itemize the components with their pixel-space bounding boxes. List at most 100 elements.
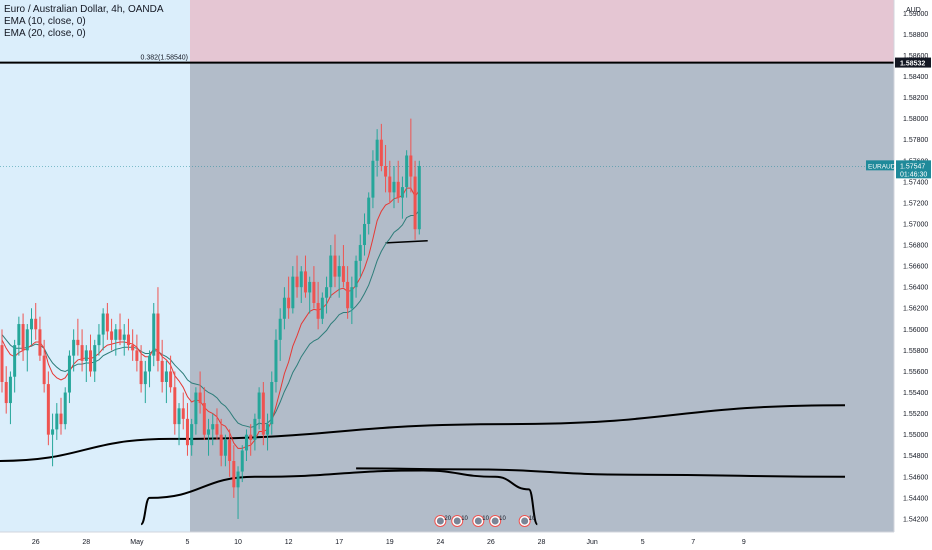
y-tick-label: 1.55800 (903, 348, 928, 355)
candle-body (367, 197, 371, 224)
legend-symbol: Euro / Australian Dollar, 4h, OANDA (4, 4, 164, 15)
y-tick-label: 1.56400 (903, 285, 928, 292)
time-axis (0, 532, 932, 550)
x-tick-label: 26 (487, 539, 495, 546)
candle-body (101, 313, 105, 335)
drawing-curve-long[interactable] (0, 404, 846, 462)
drawing-arc[interactable] (140, 469, 539, 526)
candle-body (185, 418, 189, 446)
y-tick-label: 1.56800 (903, 243, 928, 250)
event-marker-count: 10 (482, 516, 489, 522)
y-tick-label: 1.57800 (903, 137, 928, 144)
x-tick-label: 9 (742, 539, 746, 546)
x-tick-label: 7 (691, 539, 695, 546)
candle-body (371, 160, 375, 198)
candle-body (194, 392, 198, 425)
y-tick-label: 1.54600 (903, 474, 928, 481)
x-tick-label: 19 (386, 539, 394, 546)
candle-body (207, 429, 211, 435)
candle-body (282, 297, 286, 319)
event-marker-count: 10 (461, 516, 468, 522)
event-marker-icon (453, 517, 461, 525)
candle-body (38, 329, 42, 356)
candle-body (21, 324, 25, 351)
candle-body (219, 434, 223, 456)
y-tick-label: 1.59000 (903, 11, 928, 18)
candle-body (110, 331, 114, 340)
candle-body (4, 381, 8, 404)
candle-body (346, 281, 350, 309)
currency-label: AUD (906, 7, 921, 14)
candle-body (257, 392, 261, 419)
candle-body (274, 339, 278, 382)
candle-body (202, 403, 206, 435)
candle-body (97, 334, 101, 346)
candle-body (156, 313, 160, 361)
candle-body (152, 313, 156, 356)
candle-body (400, 187, 404, 198)
candle-body (384, 166, 388, 177)
candle-body (118, 329, 122, 340)
candle-body (312, 281, 316, 303)
candle-body (25, 329, 29, 351)
candle-body (46, 384, 50, 435)
candle-body (122, 334, 126, 340)
candle-body (333, 255, 337, 277)
x-tick-label: 12 (285, 539, 293, 546)
x-tick-label: 17 (335, 539, 343, 546)
candle-body (93, 345, 97, 372)
range-zone (190, 62, 894, 532)
candle-body (34, 318, 38, 330)
event-marker-icon (521, 517, 529, 525)
candle-body (358, 245, 362, 261)
candle-body (350, 287, 354, 309)
candle-body (164, 371, 168, 382)
candle-body (173, 387, 177, 425)
y-tick-label: 1.56200 (903, 306, 928, 313)
candle-body (316, 302, 320, 319)
chart-legend: Euro / Australian Dollar, 4h, OANDA EMA … (4, 4, 164, 40)
candle-body (337, 266, 341, 277)
candle-body (362, 223, 366, 246)
candle-body (396, 181, 400, 198)
level-price-tag (895, 57, 931, 68)
candle-body (409, 155, 413, 177)
candle-body (126, 334, 130, 346)
event-marker-icon (491, 517, 499, 525)
candle-body (375, 139, 379, 161)
drawing-support-line[interactable] (385, 240, 428, 244)
candle-body (42, 355, 46, 385)
y-tick-label: 1.55400 (903, 390, 928, 397)
candle-body (0, 345, 4, 382)
y-tick-label: 1.57400 (903, 179, 928, 186)
bar-countdown-label: 01:46:30 (900, 171, 927, 178)
y-tick-label: 1.58200 (903, 95, 928, 102)
candle-body (17, 324, 21, 346)
candle-body (405, 155, 409, 188)
candle-body (244, 434, 248, 451)
y-tick-label: 1.54200 (903, 516, 928, 523)
y-tick-label: 1.56000 (903, 327, 928, 334)
candle-body (223, 439, 227, 456)
candle-body (232, 461, 236, 488)
candle-body (59, 413, 63, 425)
candle-body (114, 329, 118, 340)
candle-body (249, 434, 253, 440)
candle-body (84, 350, 88, 361)
candle-body (67, 355, 71, 393)
candle-body (308, 281, 312, 293)
candle-body (148, 355, 152, 372)
x-tick-label: 24 (436, 539, 444, 546)
drawing-curve-right[interactable] (356, 467, 846, 478)
x-tick-label: 5 (641, 539, 645, 546)
candle-body (253, 418, 257, 440)
candle-body (261, 392, 265, 435)
candle-body (320, 297, 324, 319)
y-tick-label: 1.57000 (903, 221, 928, 228)
x-tick-label: 10 (234, 539, 242, 546)
candle-body (177, 408, 181, 425)
candle-body (303, 271, 307, 293)
level-price-label: 1.58532 (900, 61, 925, 68)
candle-body (392, 181, 396, 193)
